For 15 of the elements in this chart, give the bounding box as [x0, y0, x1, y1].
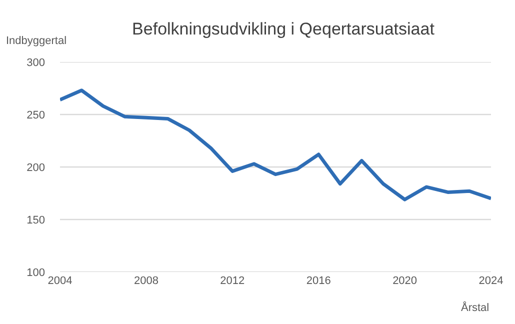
x-tick-label: 2024 [478, 275, 504, 287]
x-tick-label: 2004 [48, 275, 72, 287]
y-tick-label: 200 [26, 162, 45, 174]
y-tick-label: 150 [26, 214, 45, 226]
x-axis-title: Årstal [461, 301, 490, 314]
y-tick-label: 300 [26, 56, 45, 69]
x-tick-label: 2008 [134, 275, 158, 287]
x-tick-label: 2012 [220, 275, 245, 287]
y-tick-label: 250 [26, 109, 45, 122]
x-tick-label: 2020 [392, 275, 418, 287]
x-tick-label: 2016 [306, 275, 331, 287]
y-axis-title: Indbyggertal [6, 35, 67, 47]
y-tick-label: 100 [26, 266, 45, 279]
chart-title: Befolkningsudvikling i Qeqertarsuatsiaat [132, 20, 435, 39]
line-series [60, 88, 491, 202]
